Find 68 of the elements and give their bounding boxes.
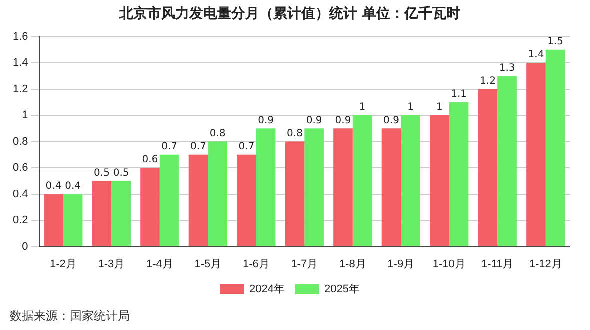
data-label: 0.8 [287, 128, 303, 140]
legend-label: 2024年 [250, 284, 286, 296]
x-tick-label: 1-9月 [388, 258, 415, 270]
y-tick-label: 1.2 [12, 83, 28, 96]
data-label: 1 [436, 102, 443, 114]
data-label: 0.4 [65, 180, 82, 192]
x-tick-label: 1-8月 [339, 258, 366, 270]
data-label: 1 [359, 102, 366, 114]
data-label: 0.6 [142, 154, 158, 166]
bar [526, 63, 546, 246]
data-label: 1.4 [528, 50, 544, 61]
data-label: 1.1 [451, 89, 467, 100]
bar [285, 142, 305, 246]
bar [352, 116, 372, 246]
data-label: 0.9 [258, 115, 274, 126]
data-label: 0.7 [190, 142, 206, 153]
bar [63, 194, 83, 246]
y-tick-label: 1 [22, 110, 28, 122]
bar [92, 181, 112, 246]
bar [208, 142, 228, 246]
y-tick-label: 0.4 [12, 188, 28, 200]
data-label: 1 [408, 102, 414, 114]
x-tick-label: 1-11月 [482, 258, 514, 270]
x-tick-label: 1-6月 [242, 258, 270, 270]
data-label: 0.9 [306, 115, 322, 126]
bar [449, 102, 469, 246]
bar [546, 50, 566, 246]
bar [498, 76, 517, 246]
bar [160, 154, 180, 246]
x-tick-label: 1-2月 [50, 258, 77, 270]
data-label: 0.5 [94, 168, 110, 179]
data-label: 0.4 [46, 180, 62, 192]
data-label: 0.5 [113, 168, 130, 179]
source-note: 数据来源：国家统计局 [10, 308, 130, 325]
x-tick-label: 1-4月 [146, 258, 174, 270]
bar [401, 116, 420, 246]
bar [304, 128, 324, 246]
data-label: 1.3 [499, 62, 516, 74]
x-tick-label: 1-3月 [98, 258, 126, 270]
bar [478, 89, 498, 246]
y-tick-label: 1.4 [12, 57, 28, 70]
bar [140, 168, 160, 246]
bar [44, 194, 64, 246]
y-tick-label: 1.6 [12, 30, 28, 43]
x-tick-label: 1-7月 [291, 258, 318, 270]
data-label: 0.8 [210, 128, 226, 140]
y-tick-label: 0 [22, 240, 28, 253]
data-label: 0.7 [162, 142, 178, 153]
y-tick-label: 0.8 [12, 136, 28, 148]
legend-label: 2025年 [324, 284, 360, 296]
bar [430, 116, 450, 246]
data-label: 1.2 [480, 76, 496, 87]
x-tick-label: 1-12月 [529, 258, 562, 270]
bar [334, 128, 353, 246]
chart-title: 北京市风力发电量分月（累计值）统计 单位：亿千瓦时 [118, 5, 460, 22]
data-label: 1.5 [548, 36, 564, 48]
bar [256, 128, 276, 246]
data-label: 0.7 [238, 142, 255, 153]
bar [188, 154, 208, 246]
data-label: 0.9 [384, 115, 400, 126]
data-label: 0.9 [335, 115, 352, 126]
bar [382, 128, 402, 246]
y-tick-label: 0.2 [12, 214, 28, 227]
bar [237, 154, 256, 246]
x-tick-label: 1-10月 [432, 258, 466, 270]
x-tick-label: 1-5月 [194, 258, 222, 270]
bar [112, 181, 131, 246]
y-tick-label: 0.6 [12, 162, 28, 174]
